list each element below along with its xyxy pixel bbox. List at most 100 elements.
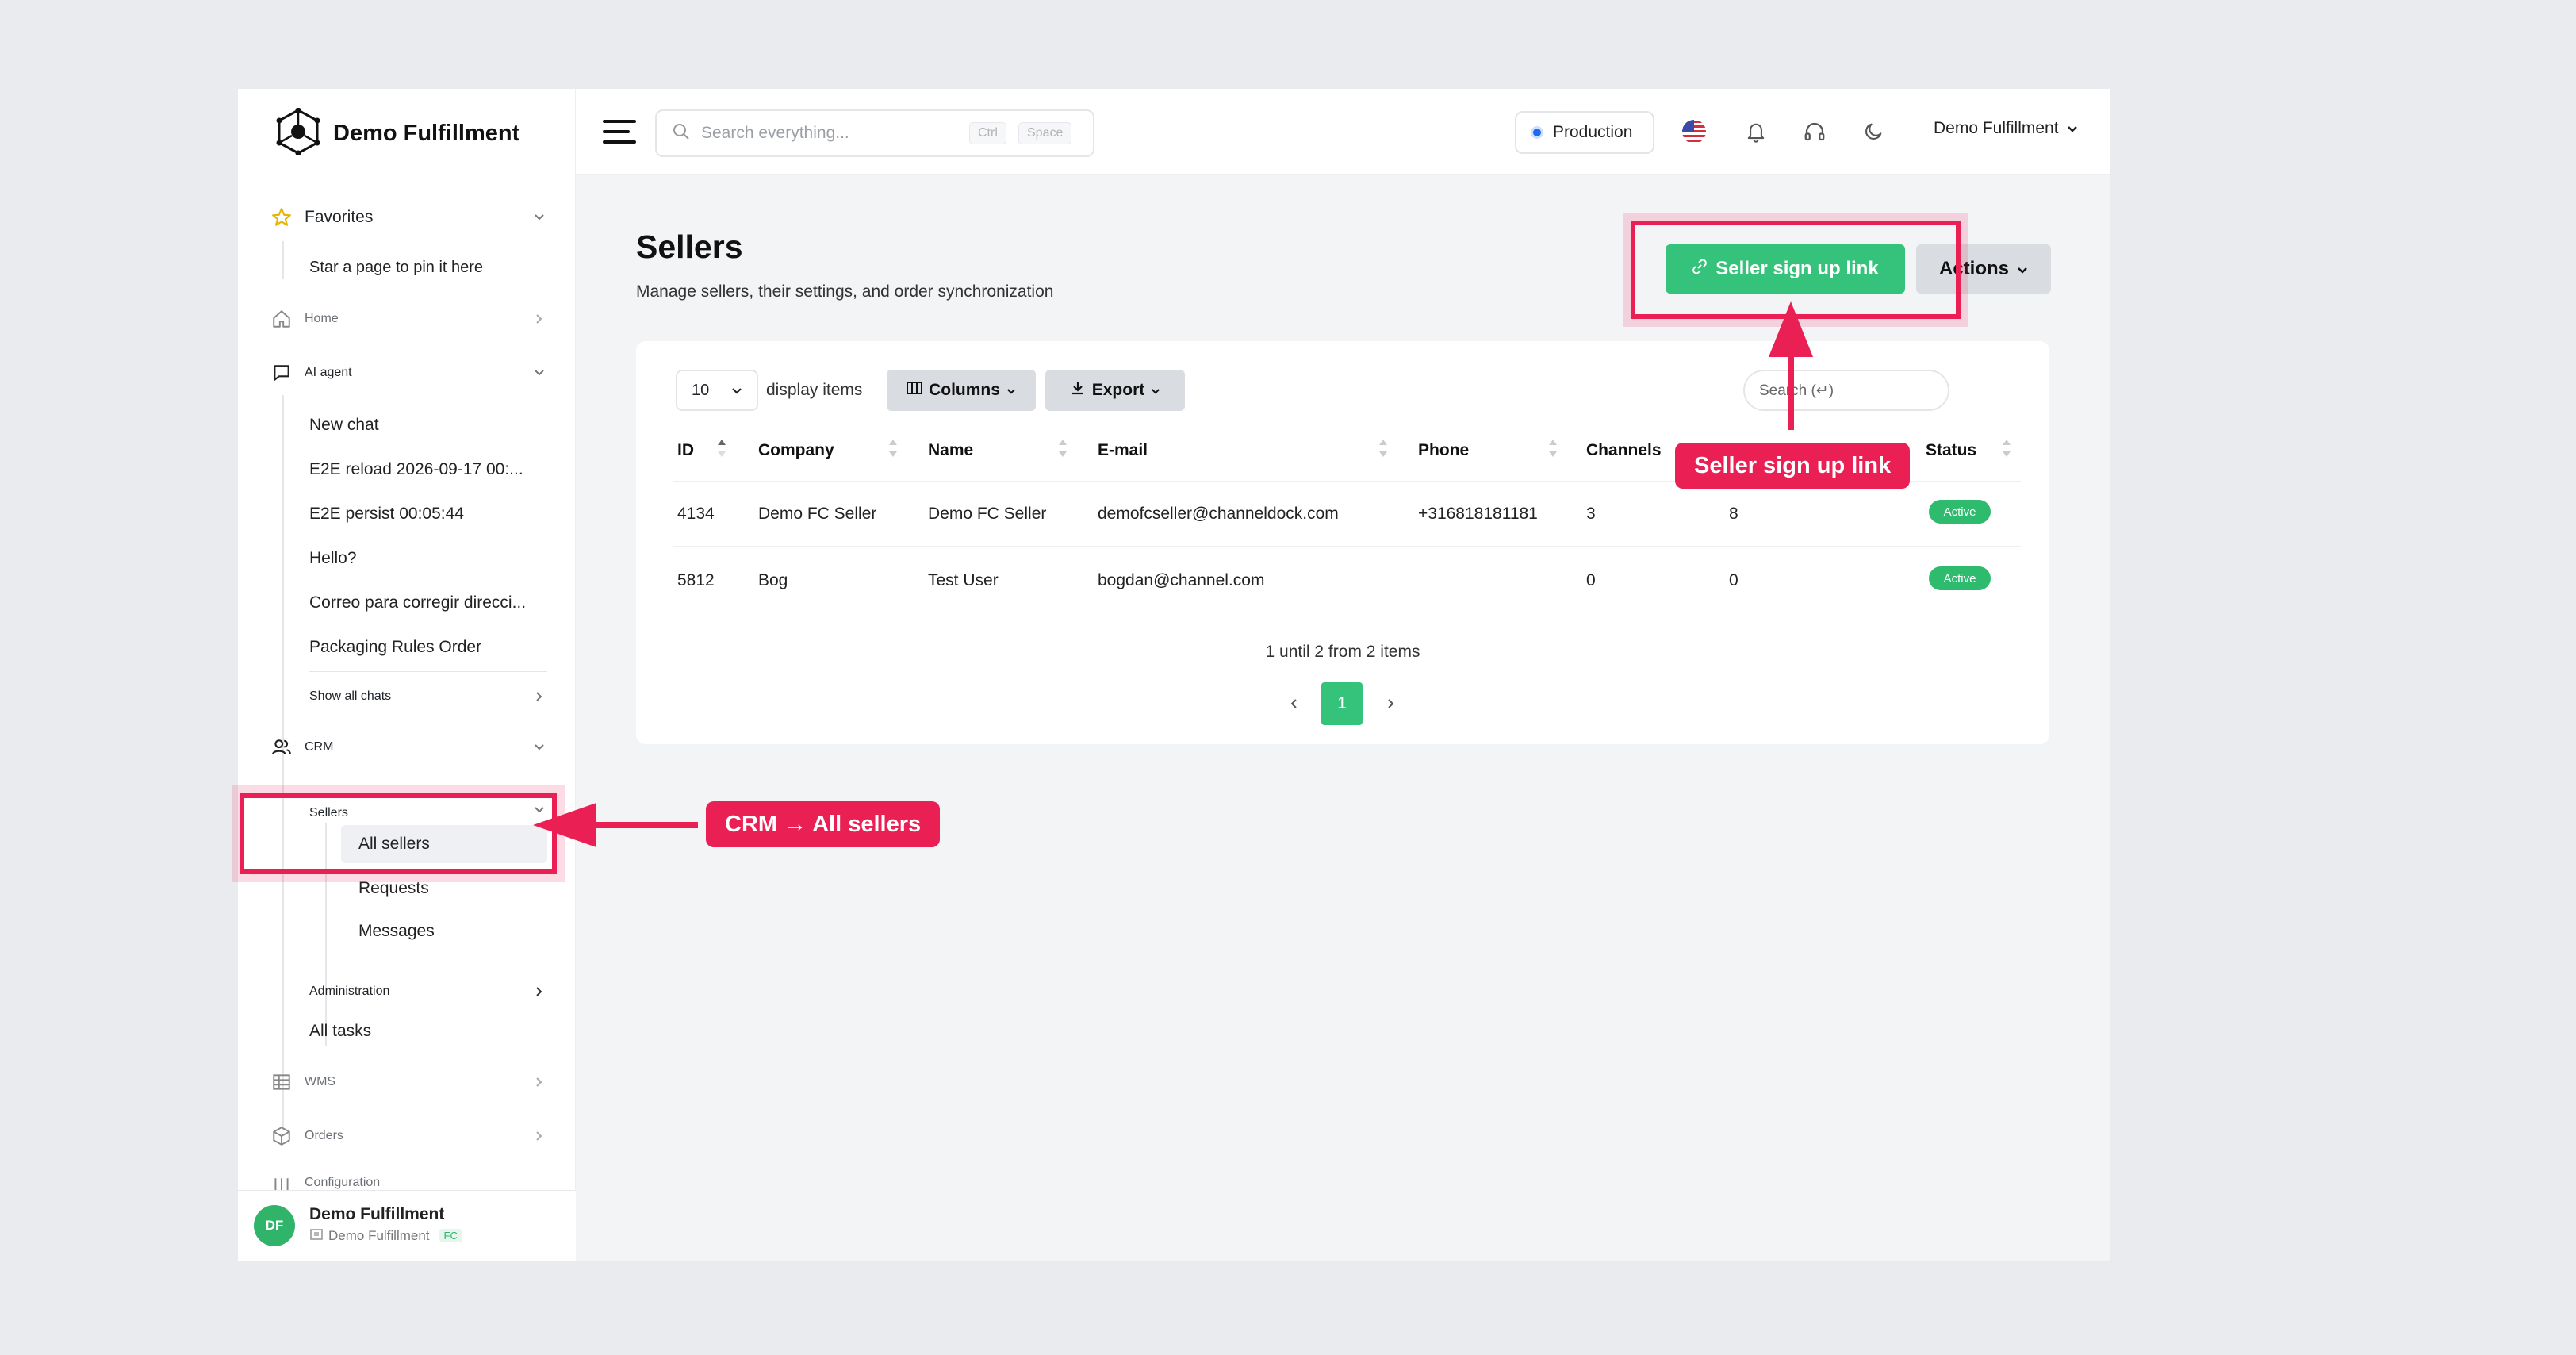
- sort-icon[interactable]: [888, 438, 898, 459]
- sort-icon[interactable]: [1548, 438, 1558, 459]
- actions-button[interactable]: Actions: [1916, 244, 2051, 294]
- cell-company: Bog: [758, 571, 788, 589]
- global-search-input[interactable]: Search everything... Ctrl Space: [655, 109, 1094, 157]
- sidebar-item-label: Configuration: [305, 1176, 381, 1189]
- brand[interactable]: Demo Fulfillment: [276, 107, 519, 159]
- sidebar-item-configuration[interactable]: Configuration: [271, 1169, 576, 1190]
- sidebar-item-wms[interactable]: WMS: [271, 1068, 576, 1096]
- hamburger-menu-icon[interactable]: [603, 117, 636, 146]
- bell-icon[interactable]: [1742, 117, 1770, 146]
- divider: [309, 671, 547, 672]
- cell-email: demofcseller@channeldock.com: [1098, 505, 1339, 523]
- page-subtitle: Manage sellers, their settings, and orde…: [636, 282, 1054, 301]
- chevron-right-icon: [531, 1128, 547, 1144]
- headset-support-icon[interactable]: [1800, 117, 1829, 146]
- export-label: Export: [1091, 381, 1145, 399]
- column-header-company[interactable]: Company: [758, 441, 834, 459]
- cell-name: Demo FC Seller: [928, 505, 1047, 523]
- show-all-chats-label: Show all chats: [309, 689, 392, 703]
- pagination-page-current[interactable]: 1: [1321, 682, 1363, 725]
- chevron-down-icon: [531, 365, 547, 381]
- environment-badge[interactable]: Production: [1515, 111, 1654, 154]
- sellers-table-card: 10 display items Columns Export Search (…: [636, 341, 2049, 744]
- users-icon: [271, 737, 292, 758]
- chat-item[interactable]: Hello?: [309, 549, 357, 567]
- sort-icon[interactable]: [2002, 438, 2011, 459]
- cell-phone: +316818181181: [1418, 505, 1538, 523]
- sidebar-item-all-sellers[interactable]: All sellers: [358, 835, 430, 853]
- link-icon: [1692, 258, 1708, 280]
- search-icon: [673, 123, 690, 144]
- cell-channels: 0: [1586, 571, 1596, 589]
- chat-bubble-icon: [271, 363, 292, 383]
- sort-icon[interactable]: [1378, 438, 1388, 459]
- table-divider: [673, 481, 2021, 482]
- annotation-arrowhead-up-icon: [1769, 301, 1813, 361]
- seller-signup-link-button[interactable]: Seller sign up link: [1666, 244, 1905, 294]
- page-size-select[interactable]: 10: [676, 370, 758, 411]
- download-icon: [1070, 380, 1086, 401]
- columns-label: Columns: [929, 381, 1000, 399]
- sidebar-item-label: Administration: [309, 985, 390, 998]
- favorites-hint: Star a page to pin it here: [309, 259, 484, 276]
- us-flag-icon[interactable]: [1680, 117, 1708, 146]
- moon-dark-mode-icon[interactable]: [1859, 117, 1888, 146]
- chevron-down-icon: [1151, 381, 1160, 400]
- chat-item[interactable]: E2E reload 2026-09-17 00:...: [309, 460, 523, 478]
- pagination-prev-icon[interactable]: [1274, 682, 1315, 725]
- column-header-name[interactable]: Name: [928, 441, 974, 459]
- sidebar-item-crm-row[interactable]: CRM: [271, 733, 576, 762]
- environment-label: Production: [1553, 123, 1633, 141]
- columns-icon: [907, 381, 923, 400]
- annotation-highlight-all-sellers: [240, 793, 557, 874]
- user-menu[interactable]: Demo Fulfillment: [1934, 119, 2078, 138]
- sidebar-item-all-tasks[interactable]: All tasks: [309, 1022, 372, 1040]
- sort-icon[interactable]: [1058, 438, 1068, 459]
- sidebar-item-administration[interactable]: Administration: [309, 976, 576, 1008]
- star-icon: [271, 207, 292, 228]
- tree-line: [282, 241, 284, 279]
- sidebar-footer-account[interactable]: DF Demo Fulfillment Demo Fulfillment FC: [238, 1190, 576, 1261]
- chat-item[interactable]: New chat: [309, 416, 379, 434]
- sidebar-item-selected-bg: [341, 825, 547, 863]
- actions-label: Actions: [1938, 258, 2009, 279]
- export-button[interactable]: Export: [1045, 370, 1185, 411]
- sidebar-item-messages[interactable]: Messages: [358, 922, 435, 940]
- column-header-phone[interactable]: Phone: [1418, 441, 1470, 459]
- column-header-id[interactable]: ID: [677, 441, 694, 459]
- page-size-value: 10: [692, 381, 710, 399]
- columns-button[interactable]: Columns: [887, 370, 1036, 411]
- cell-id: 5812: [677, 571, 715, 589]
- sidebar-item-ai-agent[interactable]: AI agent: [271, 359, 576, 387]
- sidebar-item-favorites[interactable]: Favorites: [271, 203, 576, 232]
- column-header-email[interactable]: E-mail: [1098, 441, 1148, 459]
- sidebar-item-sellers[interactable]: Sellers: [309, 790, 576, 830]
- chevron-down-icon: [531, 802, 547, 818]
- sort-asc-icon[interactable]: [717, 438, 726, 459]
- sidebar-item-label: WMS: [305, 1075, 336, 1088]
- column-header-channels[interactable]: Channels: [1586, 441, 1662, 459]
- table-search-input[interactable]: Search (↵): [1743, 370, 1949, 411]
- account-org-name: Demo Fulfillment: [328, 1227, 430, 1243]
- sidebar-item-label: CRM: [305, 740, 334, 754]
- chevron-right-icon: [531, 1074, 547, 1090]
- cell-count: 8: [1729, 505, 1738, 523]
- chat-item[interactable]: E2E persist 00:05:44: [309, 505, 464, 523]
- tree-line: [325, 823, 327, 1046]
- seller-signup-link-label: Seller sign up link: [1715, 258, 1879, 279]
- sidebar-item-requests[interactable]: Requests: [358, 879, 429, 897]
- chat-item[interactable]: Correo para corregir direcci...: [309, 593, 527, 612]
- annotation-label-signup: Seller sign up link: [1675, 443, 1911, 489]
- shortcut-key-ctrl: Ctrl: [969, 122, 1006, 144]
- sidebar-item-orders[interactable]: Orders: [271, 1122, 576, 1150]
- show-all-chats[interactable]: Show all chats: [309, 681, 576, 712]
- home-icon: [271, 309, 292, 329]
- chevron-down-icon: [531, 209, 547, 225]
- cell-name: Test User: [928, 571, 999, 589]
- sidebar-item-home[interactable]: Home: [271, 305, 576, 333]
- cell-id: 4134: [677, 505, 715, 523]
- brand-logo-icon: [276, 107, 320, 159]
- column-header-status[interactable]: Status: [1926, 441, 1977, 459]
- pagination-next-icon[interactable]: [1370, 682, 1412, 725]
- chat-item[interactable]: Packaging Rules Order: [309, 638, 482, 656]
